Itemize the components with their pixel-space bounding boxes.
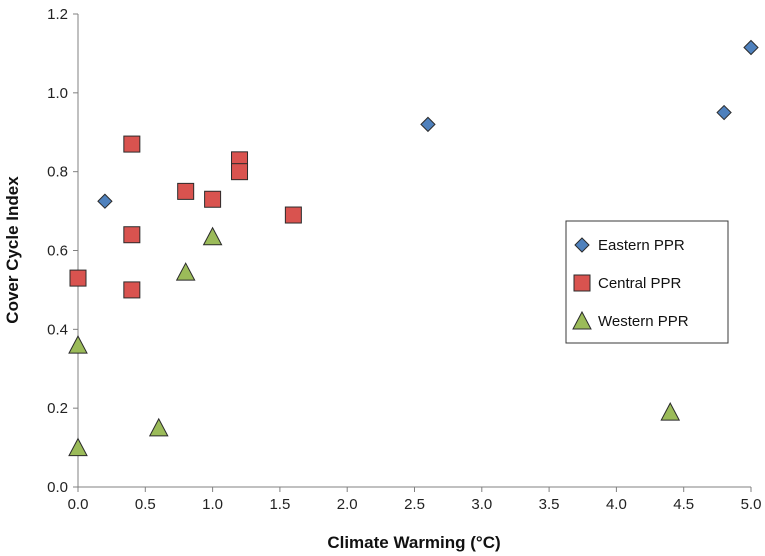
x-tick-label: 3.5 <box>539 496 560 513</box>
legend-label: Eastern PPR <box>598 237 685 254</box>
legend-item-eastern-ppr: Eastern PPR <box>574 237 685 254</box>
y-tick-label: 1.0 <box>47 85 68 102</box>
western-ppr-point <box>148 417 169 437</box>
y-tick-label: 0.6 <box>47 243 68 260</box>
legend-label: Western PPR <box>598 313 689 330</box>
series-central-ppr <box>69 135 302 299</box>
western-ppr-point <box>68 437 88 457</box>
legend-marker-eastern-ppr <box>574 237 590 253</box>
x-tick-label: 4.0 <box>606 496 627 513</box>
central-ppr-point <box>123 281 141 299</box>
data-points <box>68 39 759 457</box>
y-tick-label: 0.4 <box>47 321 68 338</box>
y-tick-label: 0.2 <box>47 400 68 417</box>
western-ppr-point <box>175 262 196 281</box>
eastern-ppr-point <box>743 39 759 56</box>
y-tick-label: 1.2 <box>47 6 68 23</box>
eastern-ppr-point <box>716 104 732 121</box>
x-tick-label: 0.5 <box>135 496 156 513</box>
western-ppr-point <box>660 402 681 421</box>
x-axis-title: Climate Warming (°C) <box>327 533 500 552</box>
x-tick-label: 1.0 <box>202 496 223 513</box>
legend-label: Central PPR <box>598 275 682 292</box>
central-ppr-point <box>123 226 141 244</box>
central-ppr-point <box>284 206 302 224</box>
x-tick-label: 2.5 <box>404 496 425 513</box>
legend-marker-western-ppr <box>572 310 592 330</box>
x-tick-label: 3.0 <box>471 496 492 513</box>
central-ppr-point <box>204 190 222 208</box>
axes: 0.0 0.2 0.4 0.6 0.8 1.0 1.2 0.0 0.5 1.0 1.5 2.0 2.5 3… <box>47 6 761 513</box>
central-ppr-point <box>177 182 195 200</box>
eastern-ppr-point <box>97 193 113 209</box>
eastern-ppr-point <box>420 116 436 133</box>
legend: Eastern PPR Central PPR Western PPR <box>565 220 729 344</box>
legend-marker-central-ppr <box>573 274 591 292</box>
central-ppr-point <box>69 269 87 287</box>
central-ppr-point <box>231 163 249 181</box>
y-tick-label: 0.8 <box>47 164 68 181</box>
central-ppr-point <box>123 135 141 153</box>
x-tick-label: 2.0 <box>337 496 358 513</box>
x-tick-label: 5.0 <box>741 496 762 513</box>
legend-item-central-ppr: Central PPR <box>573 274 682 292</box>
y-axis-title: Cover Cycle Index <box>3 176 22 324</box>
western-ppr-point <box>202 226 223 246</box>
series-eastern-ppr <box>97 39 759 209</box>
x-tick-label: 4.5 <box>673 496 694 513</box>
x-tick-label: 1.5 <box>269 496 290 513</box>
legend-item-western-ppr: Western PPR <box>572 310 689 330</box>
x-tick-label: 0.0 <box>68 496 89 513</box>
y-tick-label: 0.0 <box>47 479 68 496</box>
legend-box <box>565 220 729 344</box>
series-western-ppr <box>68 226 681 457</box>
western-ppr-point <box>68 335 88 354</box>
